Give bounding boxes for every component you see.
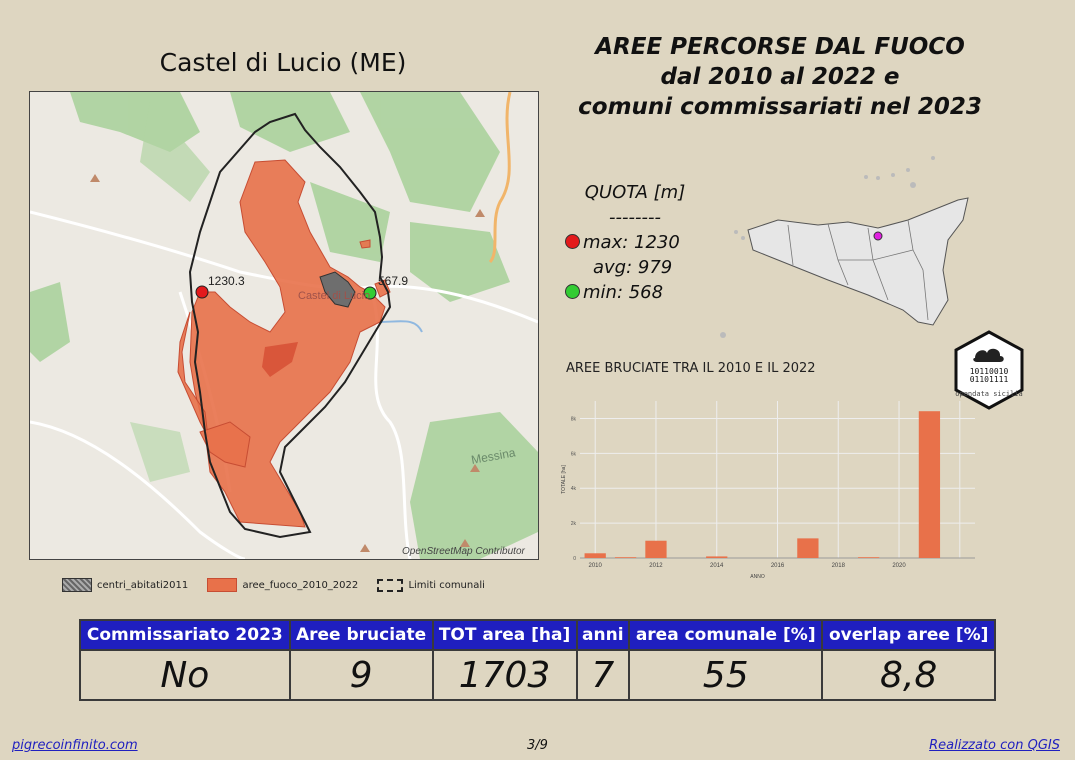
footer-qgis-link[interactable]: Realizzato con QGIS [929, 738, 1060, 753]
legend-item-boundary: Limiti comunali [377, 579, 485, 592]
elevation-max: max: 1230 [583, 232, 680, 253]
bar-2014 [706, 556, 728, 558]
opendata-sicilia-logo: 10110010 01101111 opendata sicilia [953, 330, 1025, 410]
y-tick-label: 4k [571, 486, 577, 492]
y-tick-label: 2k [571, 521, 577, 527]
x-tick-label: 2018 [832, 563, 846, 569]
footer-site-link[interactable]: pigrecoinfinito.com [12, 738, 138, 753]
minor-islands [720, 156, 935, 338]
x-tick-label: 2020 [892, 563, 906, 569]
map-legend: centri_abitati2011 aree_fuoco_2010_2022 … [62, 578, 501, 595]
legend-label-fire-areas: aree_fuoco_2010_2022 [242, 579, 359, 591]
legend-label-settlements: centri_abitati2011 [97, 579, 189, 591]
max-elevation-label: 1230.3 [208, 274, 245, 288]
sicily-locator-map [718, 150, 978, 345]
boundary-swatch-icon [377, 579, 404, 592]
elevation-min: min: 568 [583, 282, 664, 303]
svg-text:01101111: 01101111 [970, 375, 1009, 384]
main-title: AREE PERCORSE DAL FUOCO dal 2010 al 2022… [560, 32, 1000, 122]
sicily-shape [747, 197, 969, 326]
map-canvas[interactable]: 1230.3 567.9 Castel di Lucio Messina Ope… [29, 91, 539, 560]
elevation-separator: -------- [609, 207, 661, 228]
elevation-max-row: max: 1230 [565, 230, 705, 255]
elevation-avg: avg: 979 [593, 257, 673, 278]
y-axis-label: TOTALE [ha] [561, 465, 567, 494]
bar-2012 [645, 540, 667, 558]
main-title-line2: dal 2010 al 2022 e [660, 64, 900, 90]
burned-area-chart: 0 2k 4k 6k 8k 2010 2012 2014 2016 2018 2020 ANNO TOT… [560, 396, 980, 586]
x-tick-label: 2014 [710, 563, 724, 569]
elevation-title: QUOTA [m] [584, 182, 686, 203]
x-tick-label: 2016 [771, 563, 785, 569]
hatch-swatch-icon [62, 578, 92, 592]
elevation-summary: QUOTA [m] -------- max: 1230 avg: 979 mi… [565, 180, 705, 305]
bar-2019 [858, 557, 880, 558]
stats-value-row: No 9 1703 7 55 8,8 [79, 649, 996, 701]
page-number: 3/9 [527, 738, 548, 753]
max-dot-icon [565, 234, 580, 249]
chart-svg: 0 2k 4k 6k 8k 2010 2012 2014 2016 2018 2020 ANNO TOT… [561, 401, 975, 580]
map-attribution: OpenStreetMap Contributor [402, 546, 526, 557]
min-elevation-point[interactable] [363, 286, 377, 300]
legend-item-settlements: centri_abitati2011 [62, 578, 188, 592]
legend-label-boundary: Limiti comunali [408, 580, 485, 591]
map-title: Castel di Lucio (ME) [159, 48, 407, 77]
x-axis-label: ANNO [750, 574, 765, 580]
value-area-comunale: 55 [628, 649, 824, 701]
y-tick-label: 6k [571, 451, 577, 457]
header-commissariato: Commissariato 2023 [79, 619, 291, 651]
fire-swatch-icon [207, 578, 238, 592]
peak-markers [90, 174, 485, 552]
value-overlap: 8,8 [821, 649, 996, 701]
chart-title: AREE BRUCIATE TRA IL 2010 E IL 2022 [566, 361, 816, 376]
min-dot-icon [565, 284, 580, 299]
map-svg: 1230.3 567.9 Castel di Lucio Messina Ope… [30, 92, 538, 559]
river [379, 320, 423, 333]
main-road [488, 92, 512, 264]
main-title-line3: comuni commissariati nel 2023 [578, 94, 982, 120]
sicily-locator-svg [720, 156, 969, 338]
svg-text:10110010: 10110010 [970, 367, 1009, 376]
logo-text: opendata sicilia [955, 390, 1022, 398]
value-commissariato: No [79, 649, 291, 701]
location-marker [873, 231, 883, 241]
min-elevation-label: 567.9 [378, 274, 408, 288]
value-tot-area: 1703 [431, 649, 578, 701]
value-aree-bruciate: 9 [288, 649, 434, 701]
forest-areas [30, 92, 538, 559]
stats-table: Commissariato 2023 Aree bruciate TOT are… [79, 619, 996, 701]
municipal-boundary [188, 112, 392, 539]
province-borders [787, 219, 929, 321]
y-tick-label: 0 [573, 556, 576, 562]
x-tick-label: 2010 [589, 563, 603, 569]
bar-2011 [614, 557, 637, 558]
y-tick-label: 8k [571, 416, 577, 422]
x-tick-label: 2012 [649, 563, 663, 569]
main-title-line1: AREE PERCORSE DAL FUOCO [595, 34, 965, 60]
legend-item-fire-areas: aree_fuoco_2010_2022 [207, 578, 358, 592]
header-anni: anni [575, 619, 631, 651]
bar-2021 [918, 411, 941, 558]
town-label: Castel di Lucio [298, 290, 370, 302]
max-elevation-point[interactable] [195, 285, 209, 299]
stats-header-row: Commissariato 2023 Aree bruciate TOT are… [79, 619, 996, 651]
header-aree-bruciate: Aree bruciate [288, 619, 434, 651]
settlement-area [319, 271, 356, 308]
header-overlap: overlap aree [%] [821, 619, 996, 651]
bar-2017 [797, 538, 819, 558]
fire-overlap-patch [262, 342, 298, 377]
value-anni: 7 [575, 649, 631, 701]
fire-areas [177, 159, 391, 528]
header-tot-area: TOT area [ha] [431, 619, 578, 651]
bar-2010 [584, 553, 606, 558]
elevation-min-row: min: 568 [565, 280, 705, 305]
header-area-comunale: area comunale [%] [628, 619, 824, 651]
